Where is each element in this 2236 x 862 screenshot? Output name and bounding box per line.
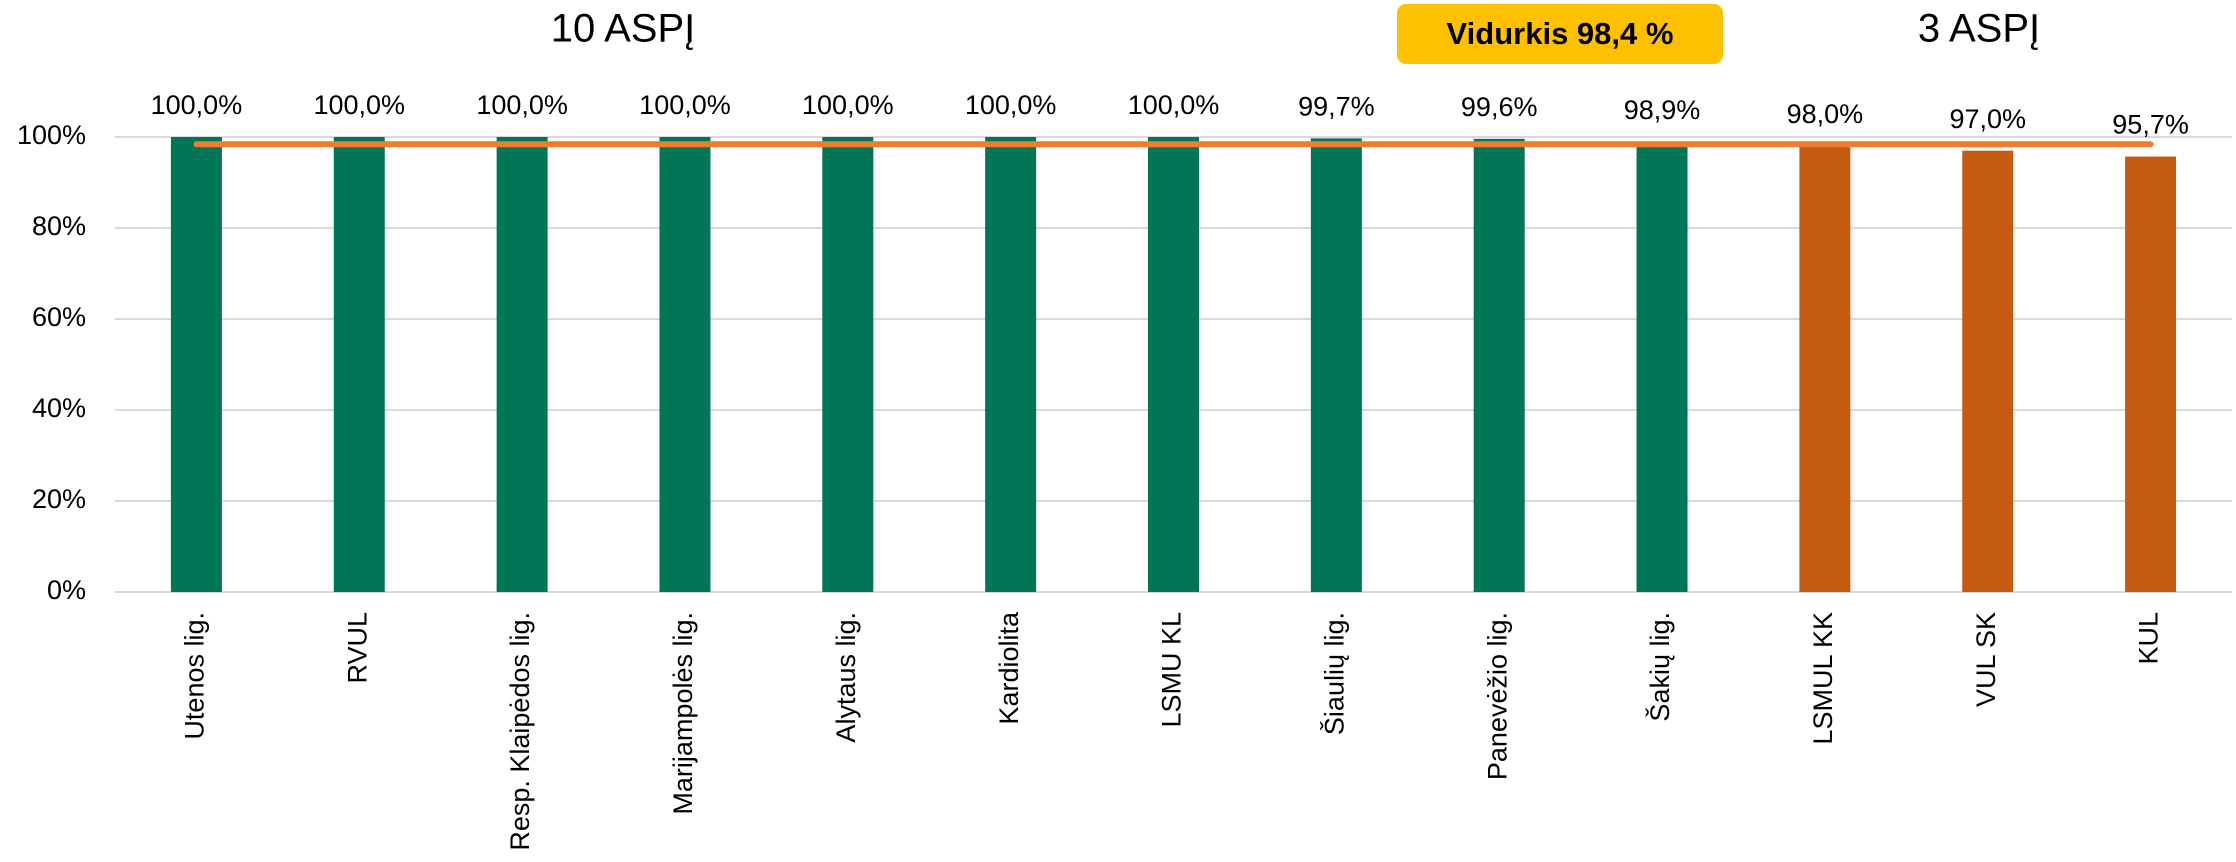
bar (1636, 142, 1688, 592)
bar (2125, 156, 2177, 592)
x-tick-label: Šiaulių lig. (1318, 612, 1349, 735)
x-tick-label: Resp. Klaipėdos lig. (505, 612, 535, 851)
x-tick-label: Alytaus lig. (831, 612, 861, 743)
value-label: 100,0% (476, 90, 568, 120)
bar (1148, 137, 1199, 592)
value-label: 98,0% (1787, 99, 1864, 129)
y-tick-label: 100% (17, 120, 86, 150)
bar (1310, 138, 1362, 593)
value-label: 100,0% (313, 90, 405, 120)
x-tick-label: Šakių lig. (1644, 612, 1675, 722)
bar (496, 137, 548, 592)
bar (822, 137, 874, 592)
bar (659, 137, 711, 592)
average-label: Vidurkis 98,4 % (1447, 16, 1674, 51)
value-label: 95,7% (2112, 110, 2189, 140)
bar (1473, 138, 1525, 592)
value-label: 100,0% (1128, 90, 1220, 120)
bar (1799, 146, 1851, 592)
x-tick-label: LSMUL KK (1808, 612, 1838, 745)
y-tick-label: 60% (32, 302, 86, 332)
value-label: 100,0% (802, 90, 894, 120)
x-tick-label: Kardiolita (994, 611, 1024, 725)
y-tick-label: 80% (32, 211, 86, 241)
y-tick-label: 0% (47, 575, 86, 605)
bar (1962, 150, 2014, 592)
y-tick-label: 20% (32, 484, 86, 514)
x-tick-label: Panevėžio lig. (1482, 612, 1512, 780)
value-label: 99,7% (1298, 91, 1375, 121)
value-label: 100,0% (151, 90, 243, 120)
bar (985, 137, 1037, 592)
value-label: 100,0% (639, 90, 731, 120)
value-label: 97,0% (1949, 104, 2026, 134)
x-tick-label: LSMU KL (1157, 612, 1187, 728)
group-label: 3 ASPĮ (1918, 7, 2040, 51)
y-tick-label: 40% (32, 393, 86, 423)
bar (170, 137, 222, 592)
bar (333, 137, 385, 592)
x-tick-label: Utenos lig. (180, 612, 210, 740)
x-tick-label: KUL (2134, 612, 2164, 665)
group-label: 10 ASPĮ (551, 7, 696, 51)
average-badge (1397, 4, 1723, 64)
value-label: 100,0% (965, 90, 1057, 120)
x-tick-label: RVUL (342, 612, 372, 684)
value-label: 99,6% (1461, 92, 1538, 122)
value-label: 98,9% (1624, 95, 1701, 125)
x-tick-label: Marijampolės lig. (668, 612, 698, 815)
x-tick-label: VUL SK (1971, 612, 2001, 707)
